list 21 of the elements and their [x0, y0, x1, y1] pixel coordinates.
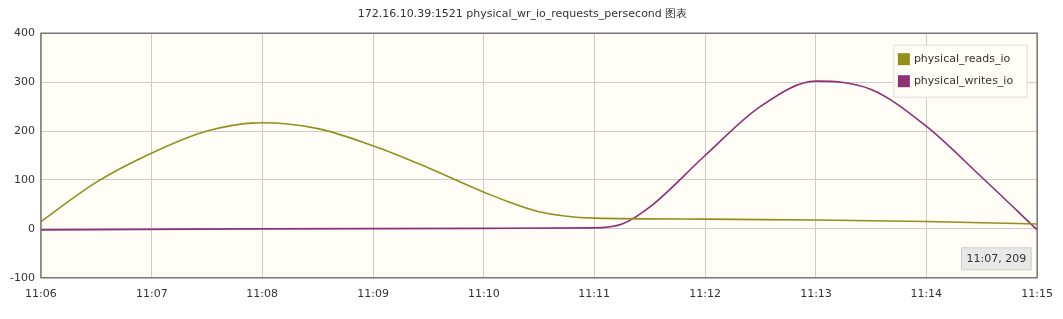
x-tick-label: 11:09 [357, 287, 389, 301]
annotation: 11:07, 209 [966, 251, 1027, 265]
x-tick-label: 11:15 [1021, 287, 1053, 301]
x-tick-label: 11:07 [136, 287, 168, 301]
x-tick-label: 11:11 [578, 287, 611, 301]
y-tick-label: 200 [13, 123, 35, 137]
chart-title: 172.16.10.39:1521 physical_wr_io_requests_persecond 图表 [357, 7, 688, 21]
x-tick-label: 11:13 [800, 287, 832, 301]
x-tick-label: 11:12 [689, 287, 721, 301]
x-tick-label: 11:06 [25, 287, 57, 301]
legend-label: physical_writes_io [913, 74, 1014, 88]
y-tick-label: 100 [13, 172, 35, 186]
x-tick-label: 11:14 [910, 287, 943, 301]
x-tick-label: 11:08 [246, 287, 278, 301]
legend-label: physical_reads_io [913, 52, 1011, 66]
y-tick-label: -100 [10, 270, 35, 284]
y-tick-label: 300 [13, 74, 35, 88]
y-tick-label: 400 [13, 26, 35, 40]
x-tick-label: 11:10 [468, 287, 500, 301]
line-series [40, 121, 1038, 225]
y-tick-label: 0 [27, 221, 35, 235]
